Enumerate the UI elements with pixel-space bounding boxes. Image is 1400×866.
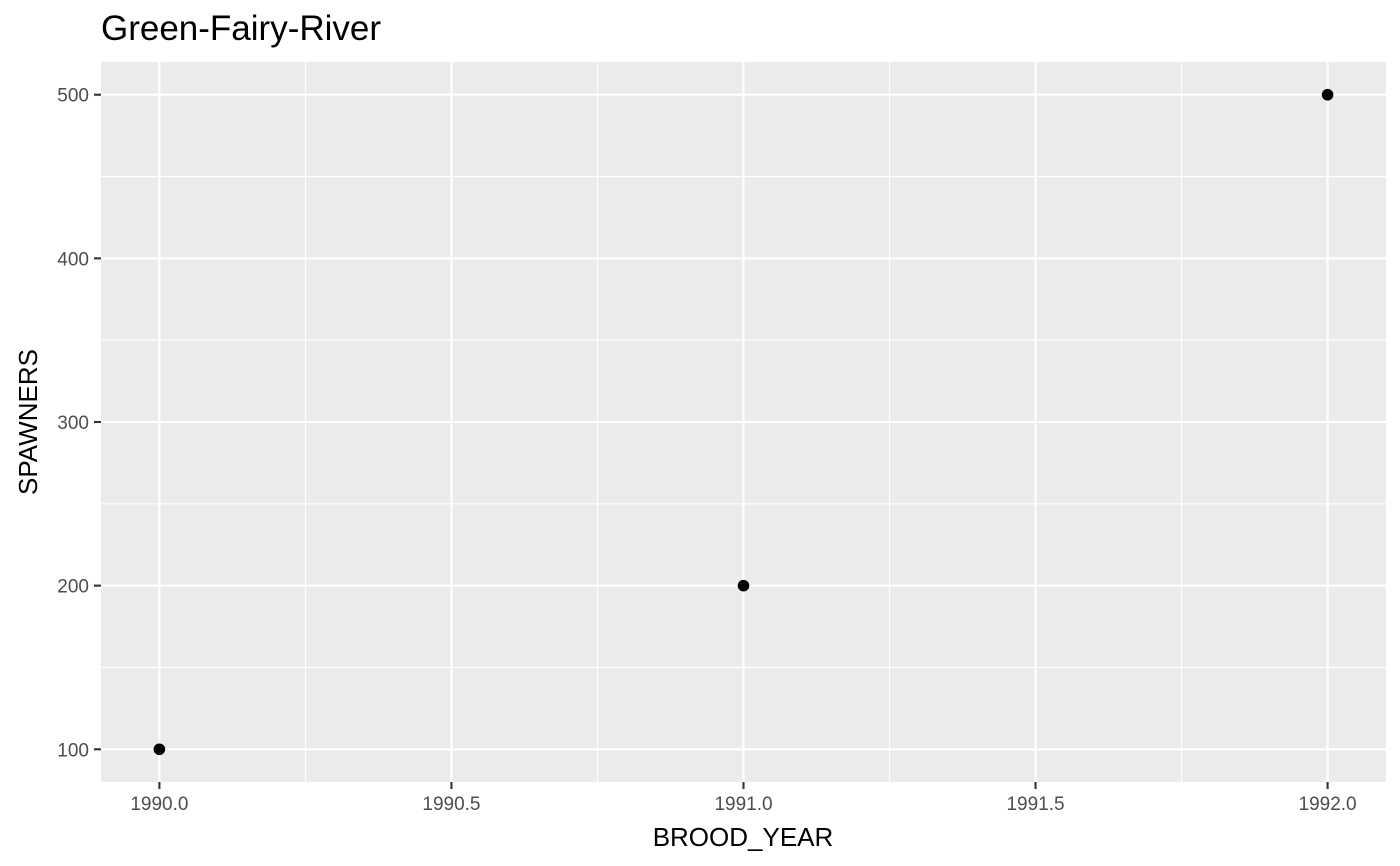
data-point bbox=[154, 743, 166, 755]
y-tick-label: 200 bbox=[57, 577, 89, 598]
x-tick-label: 1991.5 bbox=[1006, 794, 1064, 815]
x-tick-label: 1990.5 bbox=[422, 794, 480, 815]
x-tick-label: 1991.0 bbox=[714, 794, 772, 815]
x-tick-label: 1992.0 bbox=[1299, 794, 1357, 815]
y-tick-label: 300 bbox=[57, 413, 89, 434]
y-axis: 100 200 300 400 500 bbox=[57, 86, 101, 762]
chart-title: Green-Fairy-River bbox=[101, 9, 381, 48]
data-point bbox=[1322, 89, 1334, 101]
y-tick-label: 100 bbox=[57, 740, 89, 761]
x-axis: 1990.0 1990.5 1991.0 1991.5 1992.0 bbox=[130, 782, 1356, 815]
x-axis-title: BROOD_YEAR bbox=[653, 822, 834, 852]
y-tick-label: 500 bbox=[57, 86, 89, 107]
x-tick-label: 1990.0 bbox=[130, 794, 188, 815]
data-point bbox=[738, 580, 750, 592]
y-axis-title: SPAWNERS bbox=[13, 349, 43, 495]
y-tick-label: 400 bbox=[57, 249, 89, 270]
